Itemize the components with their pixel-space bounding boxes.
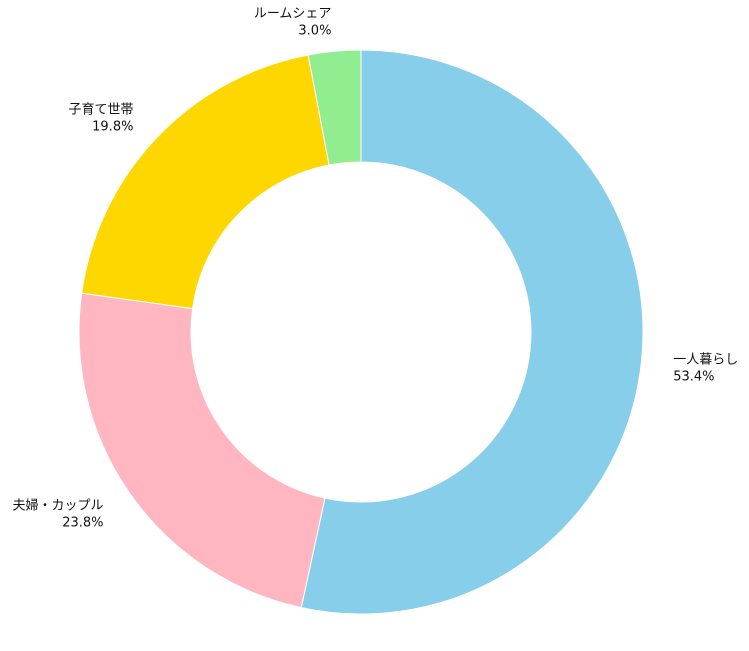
slice-percent-label-0: 53.4% xyxy=(673,369,714,384)
slice-name-label-2: 子育て世帯 xyxy=(68,102,133,118)
slice-name-label-1: 夫婦・カップル xyxy=(13,498,104,514)
donut-slice-1 xyxy=(78,292,326,609)
donut-slice-3 xyxy=(307,49,362,166)
slice-name-label-3: ルームシェア xyxy=(254,6,332,21)
donut-slices xyxy=(78,49,644,615)
donut-slice-0 xyxy=(300,49,644,615)
donut-labels: 一人暮らし 53.4% 夫婦・カップル 23.8% 子育て世帯 19.8% ルームシェア 3.… xyxy=(13,6,739,530)
donut-slice-2 xyxy=(81,54,330,310)
slice-name-label-0: 一人暮らし xyxy=(673,352,738,367)
slice-percent-label-2: 19.8% xyxy=(92,120,133,135)
slice-percent-label-3: 3.0% xyxy=(298,23,331,38)
slice-percent-label-1: 23.8% xyxy=(62,516,103,531)
